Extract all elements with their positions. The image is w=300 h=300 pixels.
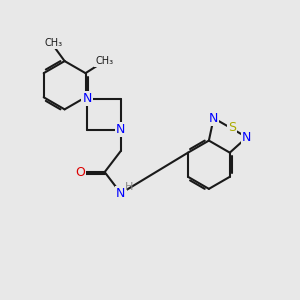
Text: N: N bbox=[242, 131, 252, 144]
Text: N: N bbox=[116, 187, 125, 200]
Text: CH₃: CH₃ bbox=[95, 56, 113, 66]
Text: N: N bbox=[82, 92, 92, 105]
Text: H: H bbox=[125, 182, 133, 192]
Text: CH₃: CH₃ bbox=[44, 38, 62, 48]
Text: O: O bbox=[75, 166, 85, 178]
Text: N: N bbox=[116, 123, 125, 136]
Text: N: N bbox=[209, 112, 218, 124]
Text: S: S bbox=[228, 121, 236, 134]
